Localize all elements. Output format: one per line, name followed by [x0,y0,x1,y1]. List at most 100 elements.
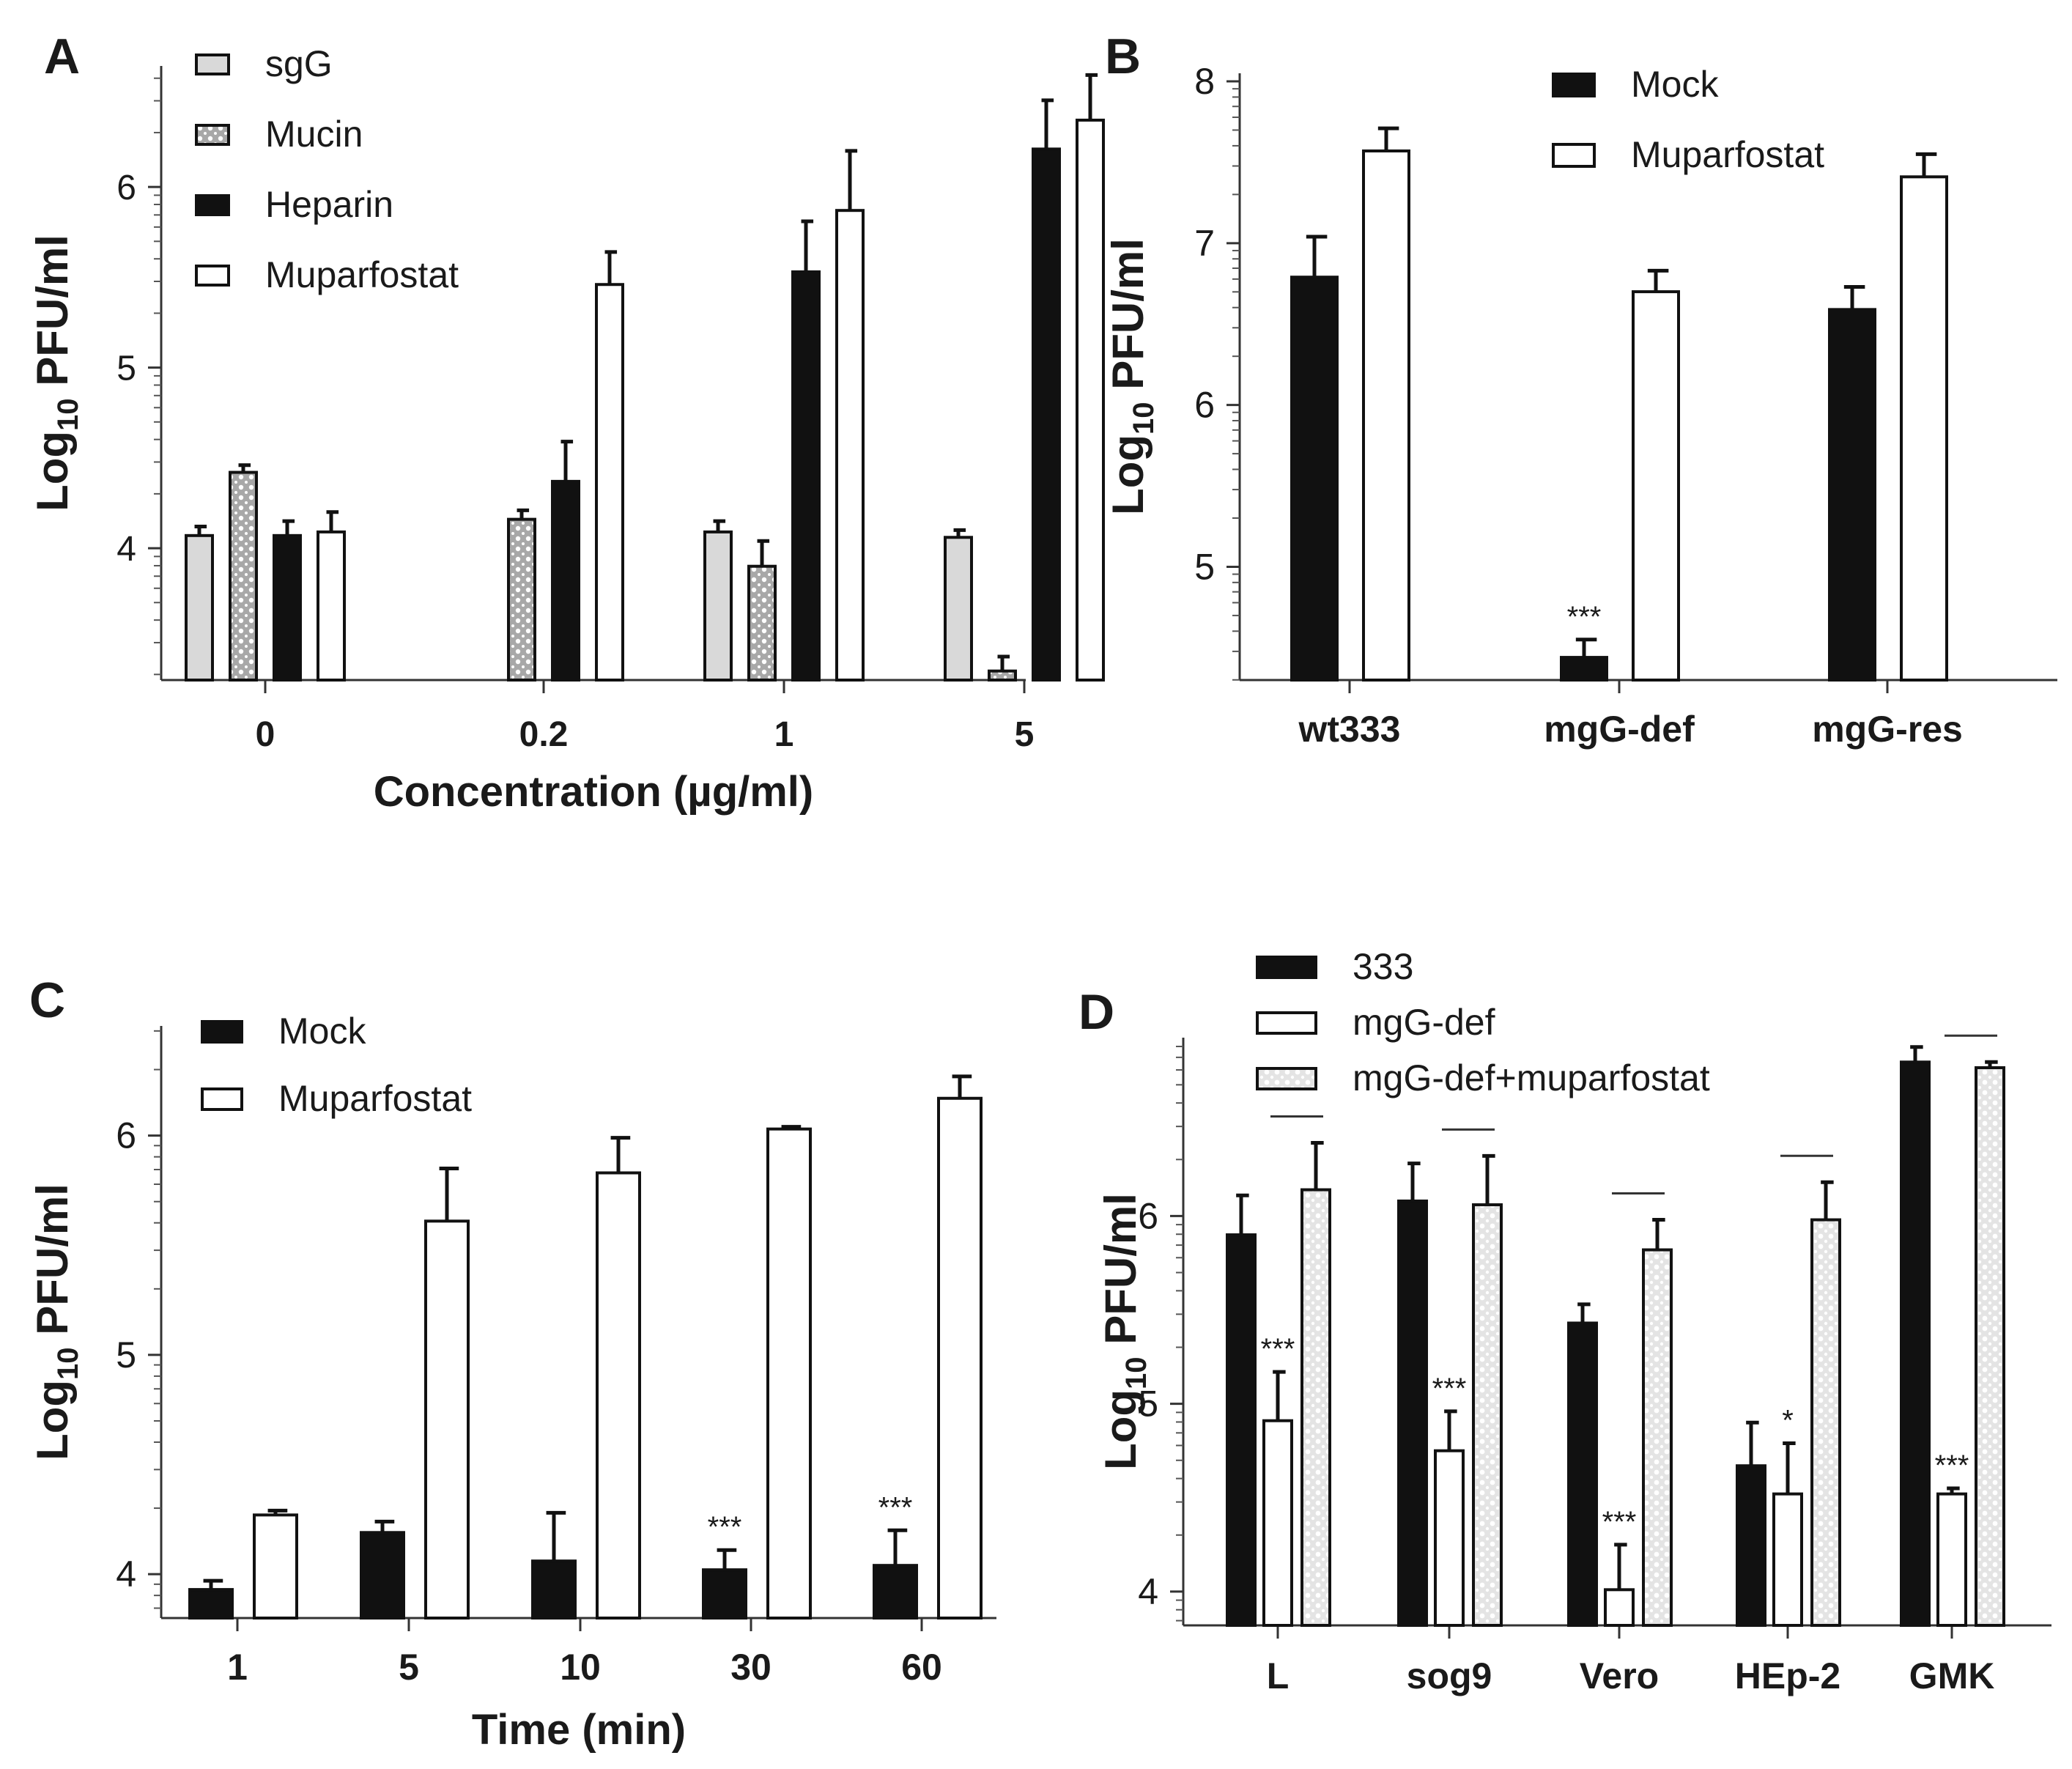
significance-label: *** [1567,601,1602,633]
y-tick-label: 4 [116,530,136,569]
y-axis-label-sub: 10 [1120,1356,1152,1389]
y-tick-label: 7 [1194,223,1215,264]
legend-swatch [195,265,230,287]
bar [253,1513,298,1620]
panel-letter-b: B [1105,29,1141,84]
bar [703,530,733,682]
x-tick-label: L [1267,1655,1290,1696]
bar [1642,1248,1673,1627]
bar [1397,1199,1428,1628]
panel-letter-d: D [1078,984,1114,1040]
bar [424,1219,470,1620]
x-tick-label: Vero [1580,1655,1659,1696]
y-tick-label: 4 [1138,1571,1158,1612]
y-axis-label: Log10 PFU/ml [1096,1193,1152,1470]
x-tick-label: wt333 [1298,709,1401,750]
bar [873,1564,918,1620]
y-axis-label-sub: 10 [1128,402,1160,435]
significance-label: *** [878,1491,913,1524]
bar [791,270,821,682]
y-tick-label: 5 [116,350,136,388]
y-axis-label-rest: PFU/ml [1103,238,1152,402]
x-tick-label: mgG-res [1812,709,1963,750]
legend-label: sgG [265,43,333,84]
legend-label: Mock [1631,64,1719,105]
y-axis-label-sub: 10 [52,1347,84,1380]
y-axis-label: Log10 PFU/ml [28,234,84,512]
legend-label: Mucin [265,114,363,155]
bar [1362,149,1410,682]
bar [360,1531,405,1620]
bar [317,530,346,682]
bar [1290,276,1339,682]
x-tick-label: 1 [227,1647,248,1688]
y-axis-label-rest: PFU/ml [28,234,77,398]
significance-label: *** [708,1511,742,1543]
y-tick-label: 5 [1194,546,1215,587]
bar [1975,1066,2005,1627]
y-axis-label-sub: 10 [52,398,84,431]
panel-a-chart: 4 5 6 Log10 PFU/ml 0 0.2 1 5 Concentration (µg/m… [28,43,1105,816]
x-tick-label: 5 [399,1647,419,1688]
legend-label: mgG-def [1353,1002,1495,1043]
bar [595,283,624,682]
x-tick-label: 0 [256,715,275,754]
bar [1300,1188,1331,1628]
bar [1632,290,1680,682]
x-tick-label: 10 [560,1647,601,1688]
bar [1810,1218,1841,1627]
significance-label: *** [1261,1333,1295,1365]
legend-swatch [1256,956,1317,979]
y-tick-label: 5 [116,1334,136,1375]
bar [937,1096,983,1620]
x-tick-label: GMK [1909,1655,1995,1696]
x-tick-label: HEp-2 [1735,1655,1840,1696]
significance-label: * [1782,1404,1794,1436]
significance-label: *** [1432,1373,1467,1405]
bar [1900,1060,1931,1628]
y-axis-label-main: Log [1103,435,1152,515]
y-axis-label-main: Log [28,1380,77,1460]
bar [1032,147,1061,682]
bar [702,1568,747,1620]
bar [596,1171,641,1620]
bar [507,517,536,682]
x-axis-label: Time (min) [472,1706,686,1754]
bar [1434,1449,1465,1627]
legend-swatch [201,1087,243,1111]
bar [531,1559,577,1620]
bar [188,1588,234,1620]
y-axis-label: Log10 PFU/ml [1103,238,1160,515]
y-axis-label-main: Log [28,431,77,512]
bar [1567,1321,1598,1627]
y-tick-label: 5 [1138,1384,1158,1425]
y-tick-label: 6 [1138,1195,1158,1236]
legend-swatch [195,53,230,75]
bar [551,479,580,682]
legend-label: Mock [278,1011,366,1052]
bar [1604,1588,1635,1628]
legend-label: Muparfostat [1631,134,1824,175]
bar [1226,1233,1257,1627]
bar [1560,656,1608,682]
panel-b-chart: 5 6 7 8 Log10 PFU/ml wt333 mgG-def mgG-res *** Mo… [1103,61,2057,750]
legend-label: Heparin [265,184,393,225]
y-axis-label-rest: PFU/ml [1096,1193,1145,1356]
bar [835,209,865,682]
x-tick-label: 1 [774,715,794,754]
y-tick-label: 8 [1194,61,1215,102]
y-tick-label: 6 [1194,385,1215,426]
bar [229,470,258,682]
bar [1936,1492,1967,1628]
bar [1828,308,1876,682]
bar [1472,1203,1503,1627]
bar [766,1127,812,1620]
legend-swatch [201,1020,243,1044]
y-axis-label: Log10 PFU/ml [28,1183,84,1460]
legend-swatch [195,194,230,216]
legend-swatch [1552,143,1596,168]
panel-letter-a: A [44,29,80,84]
x-axis-label: Concentration (µg/ml) [374,768,814,816]
